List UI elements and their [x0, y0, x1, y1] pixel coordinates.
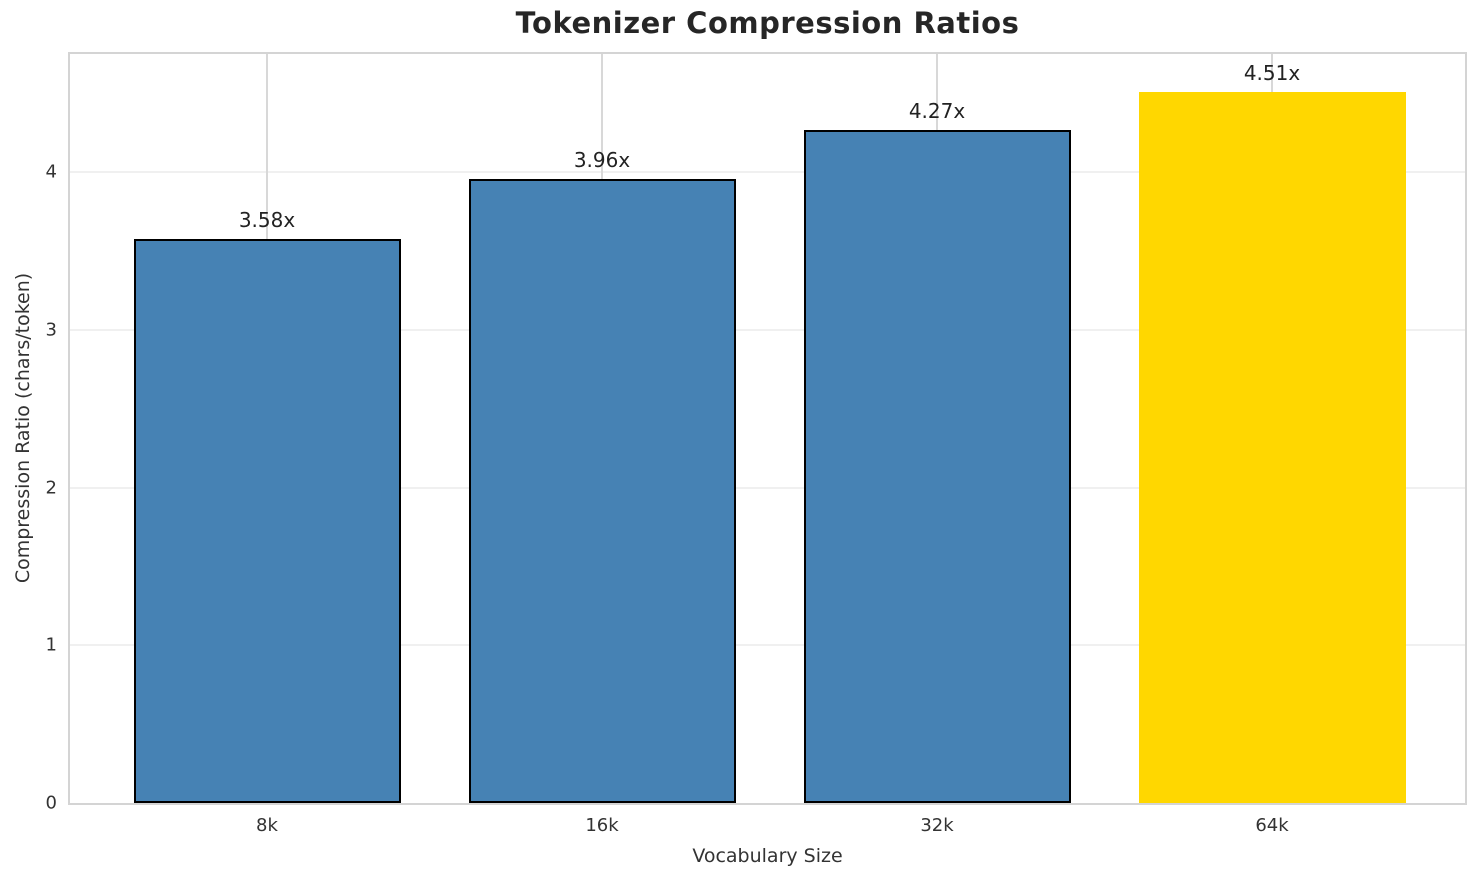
h-gridline [70, 328, 1465, 331]
chart-title: Tokenizer Compression Ratios [515, 6, 1020, 40]
h-gridline [70, 171, 1465, 174]
x-tick-label: 32k [920, 815, 954, 836]
bar-32k [803, 129, 1071, 803]
bar-8k [133, 238, 401, 803]
h-gridline [70, 486, 1465, 489]
bar-value-label: 3.96x [573, 147, 631, 172]
x-tick-label: 16k [585, 815, 619, 836]
y-tick-label: 4 [45, 161, 57, 183]
y-tick-label: 2 [45, 477, 57, 499]
x-axis-label: Vocabulary Size [692, 845, 843, 867]
bar-value-label: 3.58x [238, 207, 296, 232]
bar-64k [1138, 91, 1406, 803]
bar-value-label: 4.51x [1243, 60, 1301, 85]
bar-16k [468, 178, 736, 803]
y-tick-label: 3 [45, 319, 57, 341]
plot-area: 0 1 2 3 4 3.58x 8k 3.96x 16k 4.27x 32k 4.51x 64k [46, 52, 1467, 836]
y-tick-label: 0 [45, 792, 57, 814]
x-tick-label: 64k [1255, 815, 1289, 836]
y-axis-label: Compression Ratio (chars/token) [12, 272, 34, 584]
x-tick-label: 8k [256, 815, 278, 836]
h-gridline [70, 644, 1465, 647]
y-tick-label: 1 [45, 634, 57, 656]
bar-value-label: 4.27x [908, 98, 966, 123]
